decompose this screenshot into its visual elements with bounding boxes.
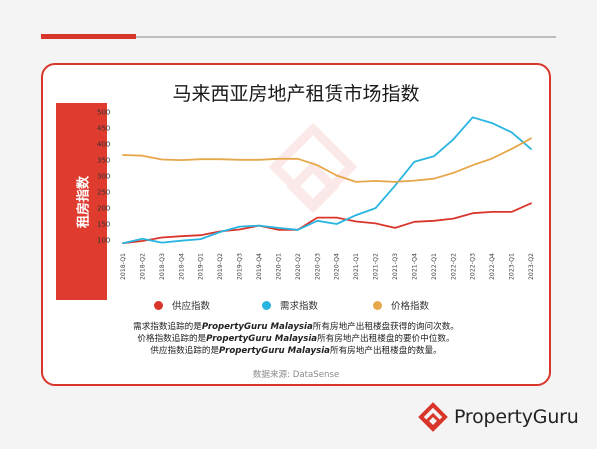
x-tick-label: 2018-Q3 (159, 253, 166, 280)
x-tick-label: 2022-Q4 (489, 253, 496, 280)
x-tick-label: 2018-Q1 (120, 253, 127, 280)
legend-label-price: 价格指数 (391, 301, 430, 312)
x-tick-label: 2022-Q3 (470, 253, 477, 280)
line-chart: 100 150 200 250 300 350 400 450 500 2018-Q1 2018-… (97, 109, 535, 280)
y-tick-label: 100 (97, 237, 110, 245)
series-line-price (122, 137, 532, 183)
legend-label-demand: 需求指数 (280, 301, 319, 312)
note-price: 价格指数追踪的是PropertyGuru Malaysia所有房地产出租楼盘的要… (137, 334, 455, 344)
chart-title: 马来西亚房地产租赁市场指数 (172, 83, 420, 105)
note-supply: 供应指数追踪的是PropertyGuru Malaysia所有房地产出租楼盘的数… (150, 346, 442, 356)
x-tick-label: 2020-Q2 (295, 253, 302, 280)
series-line-supply (122, 202, 532, 245)
y-tick-label: 200 (97, 205, 110, 213)
y-tick-label: 150 (97, 221, 110, 229)
x-tick-label: 2023-Q2 (528, 253, 535, 280)
chart-notes: 需求指数追踪的是PropertyGuru Malaysia所有房地产出租楼盘获得… (43, 321, 549, 357)
x-tick-label: 2022-Q2 (450, 253, 457, 280)
x-tick-label: 2018-Q2 (139, 253, 146, 280)
header-accent-bar (41, 34, 136, 39)
y-tick-label: 500 (97, 109, 110, 117)
propertyguru-house-logo-icon (418, 402, 448, 432)
x-tick-label: 2019-Q4 (256, 253, 263, 280)
y-tick-label: 350 (97, 157, 110, 165)
series-line-demand (122, 116, 532, 245)
header-divider (136, 36, 556, 38)
x-tick-label: 2023-Q1 (509, 253, 516, 280)
x-tick-label: 2021-Q2 (373, 253, 380, 280)
x-tick-label: 2021-Q3 (392, 253, 399, 280)
note-demand: 需求指数追踪的是PropertyGuru Malaysia所有房地产出租楼盘获得… (133, 322, 459, 332)
x-tick-label: 2022-Q1 (431, 253, 438, 280)
x-tick-label: 2020-Q4 (334, 253, 341, 280)
x-tick-label: 2020-Q1 (275, 253, 282, 280)
y-tick-label: 250 (97, 189, 110, 197)
y-tick-label: 450 (97, 125, 110, 133)
legend-item-demand: 需求指数 (262, 298, 318, 312)
y-axis-label-box: 租房指数 (56, 103, 107, 300)
x-tick-label: 2020-Q3 (314, 253, 321, 280)
chart-legend: 供应指数 需求指数 价格指数 (43, 298, 549, 314)
y-tick-label: 300 (97, 173, 110, 181)
legend-item-supply: 供应指数 (154, 298, 210, 312)
chart-card: 马来西亚房地产租赁市场指数 租房指数 100 150 200 250 300 350 400… (41, 63, 551, 386)
brand-name: PropertyGuru (454, 406, 579, 428)
brand-logo: PropertyGuru (418, 402, 579, 432)
x-tick-label: 2019-Q3 (237, 253, 244, 280)
x-tick-label: 2019-Q1 (198, 253, 205, 280)
legend-swatch-supply (154, 300, 163, 310)
y-tick-label: 400 (97, 141, 110, 149)
x-tick-label: 2021-Q4 (411, 253, 418, 280)
x-tick-label: 2018-Q4 (178, 253, 185, 280)
data-source: 数据来源: DataSense (252, 370, 340, 380)
legend-swatch-price (373, 300, 382, 310)
watermark-logo-icon (268, 122, 358, 214)
x-tick-label: 2019-Q2 (217, 253, 224, 280)
legend-swatch-demand (262, 300, 271, 310)
legend-item-price: 价格指数 (373, 298, 429, 312)
x-tick-label: 2021-Q1 (353, 253, 360, 280)
legend-label-supply: 供应指数 (172, 301, 211, 312)
